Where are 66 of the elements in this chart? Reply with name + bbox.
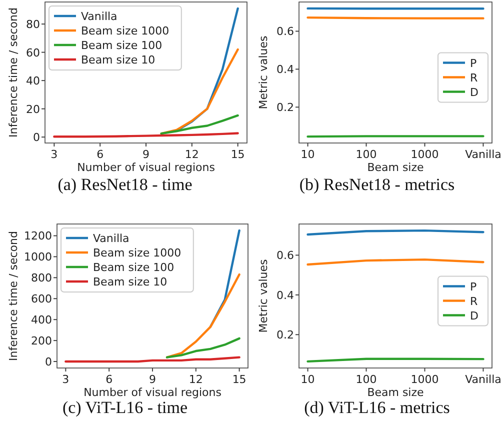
legend-label: Beam size 100 [81, 39, 162, 52]
legend-label: Beam size 10 [81, 54, 156, 66]
line-series [166, 337, 240, 358]
x-tick-label: 3 [62, 373, 70, 386]
y-tick-label: 80 [26, 18, 40, 32]
y-tick-label: 1200 [24, 230, 52, 243]
legend-label: Vanilla [81, 10, 118, 23]
legend-label: P [470, 56, 477, 70]
legend-label: R [470, 294, 478, 308]
y-tick-label: 0.2 [276, 328, 294, 342]
legend-label: Beam size 1000 [81, 24, 170, 38]
y-tick-label: 0.2 [276, 101, 294, 114]
y-axis-title: Inference time / second [7, 8, 20, 138]
x-tick-label: 15 [230, 148, 245, 161]
x-tick-label: Vanilla [465, 148, 502, 161]
legend-label: R [470, 71, 478, 84]
line-series [160, 114, 239, 135]
text: (c) ViT-L16 - time [62, 398, 188, 417]
y-tick-label: 0.4 [276, 288, 294, 302]
text: (b) ResNet18 - metrics [299, 175, 455, 194]
y-tick-label: 800 [31, 272, 52, 285]
x-axis-title: Number of visual regions [84, 386, 222, 399]
y-tick-label: 400 [31, 314, 52, 327]
y-tick-label: 0.6 [276, 249, 294, 262]
legend-label: Vanilla [93, 232, 130, 245]
y-tick-label: 0.4 [276, 63, 294, 76]
x-tick-label: 9 [149, 373, 156, 386]
x-tick-label: 15 [232, 373, 246, 386]
y-tick-label: 40 [26, 74, 40, 88]
x-tick-label: 100 [356, 148, 377, 161]
text: (d) ViT-L16 - metrics [304, 398, 450, 417]
y-tick-label: 0 [45, 356, 52, 368]
legend-label: Beam size 100 [93, 261, 174, 274]
y-tick-label: 600 [31, 292, 52, 306]
legend-label: D [470, 86, 478, 99]
legend-label: D [470, 309, 478, 322]
y-axis-title: Metric values [257, 36, 270, 110]
text: (a) ResNet18 - time [58, 175, 192, 194]
legend-label: Beam size 10 [93, 276, 168, 288]
x-axis-title: Beam size [367, 161, 424, 174]
line-series [166, 273, 240, 358]
x-tick-label: 12 [188, 373, 203, 386]
y-axis-title: Metric values [257, 259, 270, 333]
x-tick-label: 10 [300, 148, 315, 161]
y-tick-label: 200 [31, 334, 52, 348]
legend-label: P [470, 280, 477, 294]
x-tick-label: 100 [356, 373, 377, 386]
x-tick-label: 9 [142, 148, 150, 161]
y-tick-label: 20 [26, 102, 40, 116]
x-tick-label: 6 [96, 148, 104, 161]
x-tick-label: 6 [106, 373, 113, 386]
x-tick-label: 3 [50, 148, 58, 161]
x-tick-label: 1000 [410, 148, 439, 161]
x-tick-label: Vanilla [465, 373, 502, 386]
x-tick-label: 1000 [410, 373, 439, 386]
x-axis-title: Number of visual regions [77, 161, 216, 174]
x-axis-title: Beam size [367, 386, 424, 399]
y-tick-label: 1000 [24, 250, 52, 264]
y-axis-title: Inference time / second [7, 231, 20, 361]
x-tick-label: 12 [184, 148, 199, 161]
y-tick-label: 60 [26, 46, 40, 60]
line-series [160, 48, 239, 135]
legend-label: Beam size 1000 [93, 246, 182, 260]
x-tick-label: 10 [300, 373, 315, 386]
y-tick-label: 0.6 [276, 25, 294, 38]
y-tick-label: 0 [33, 131, 40, 144]
